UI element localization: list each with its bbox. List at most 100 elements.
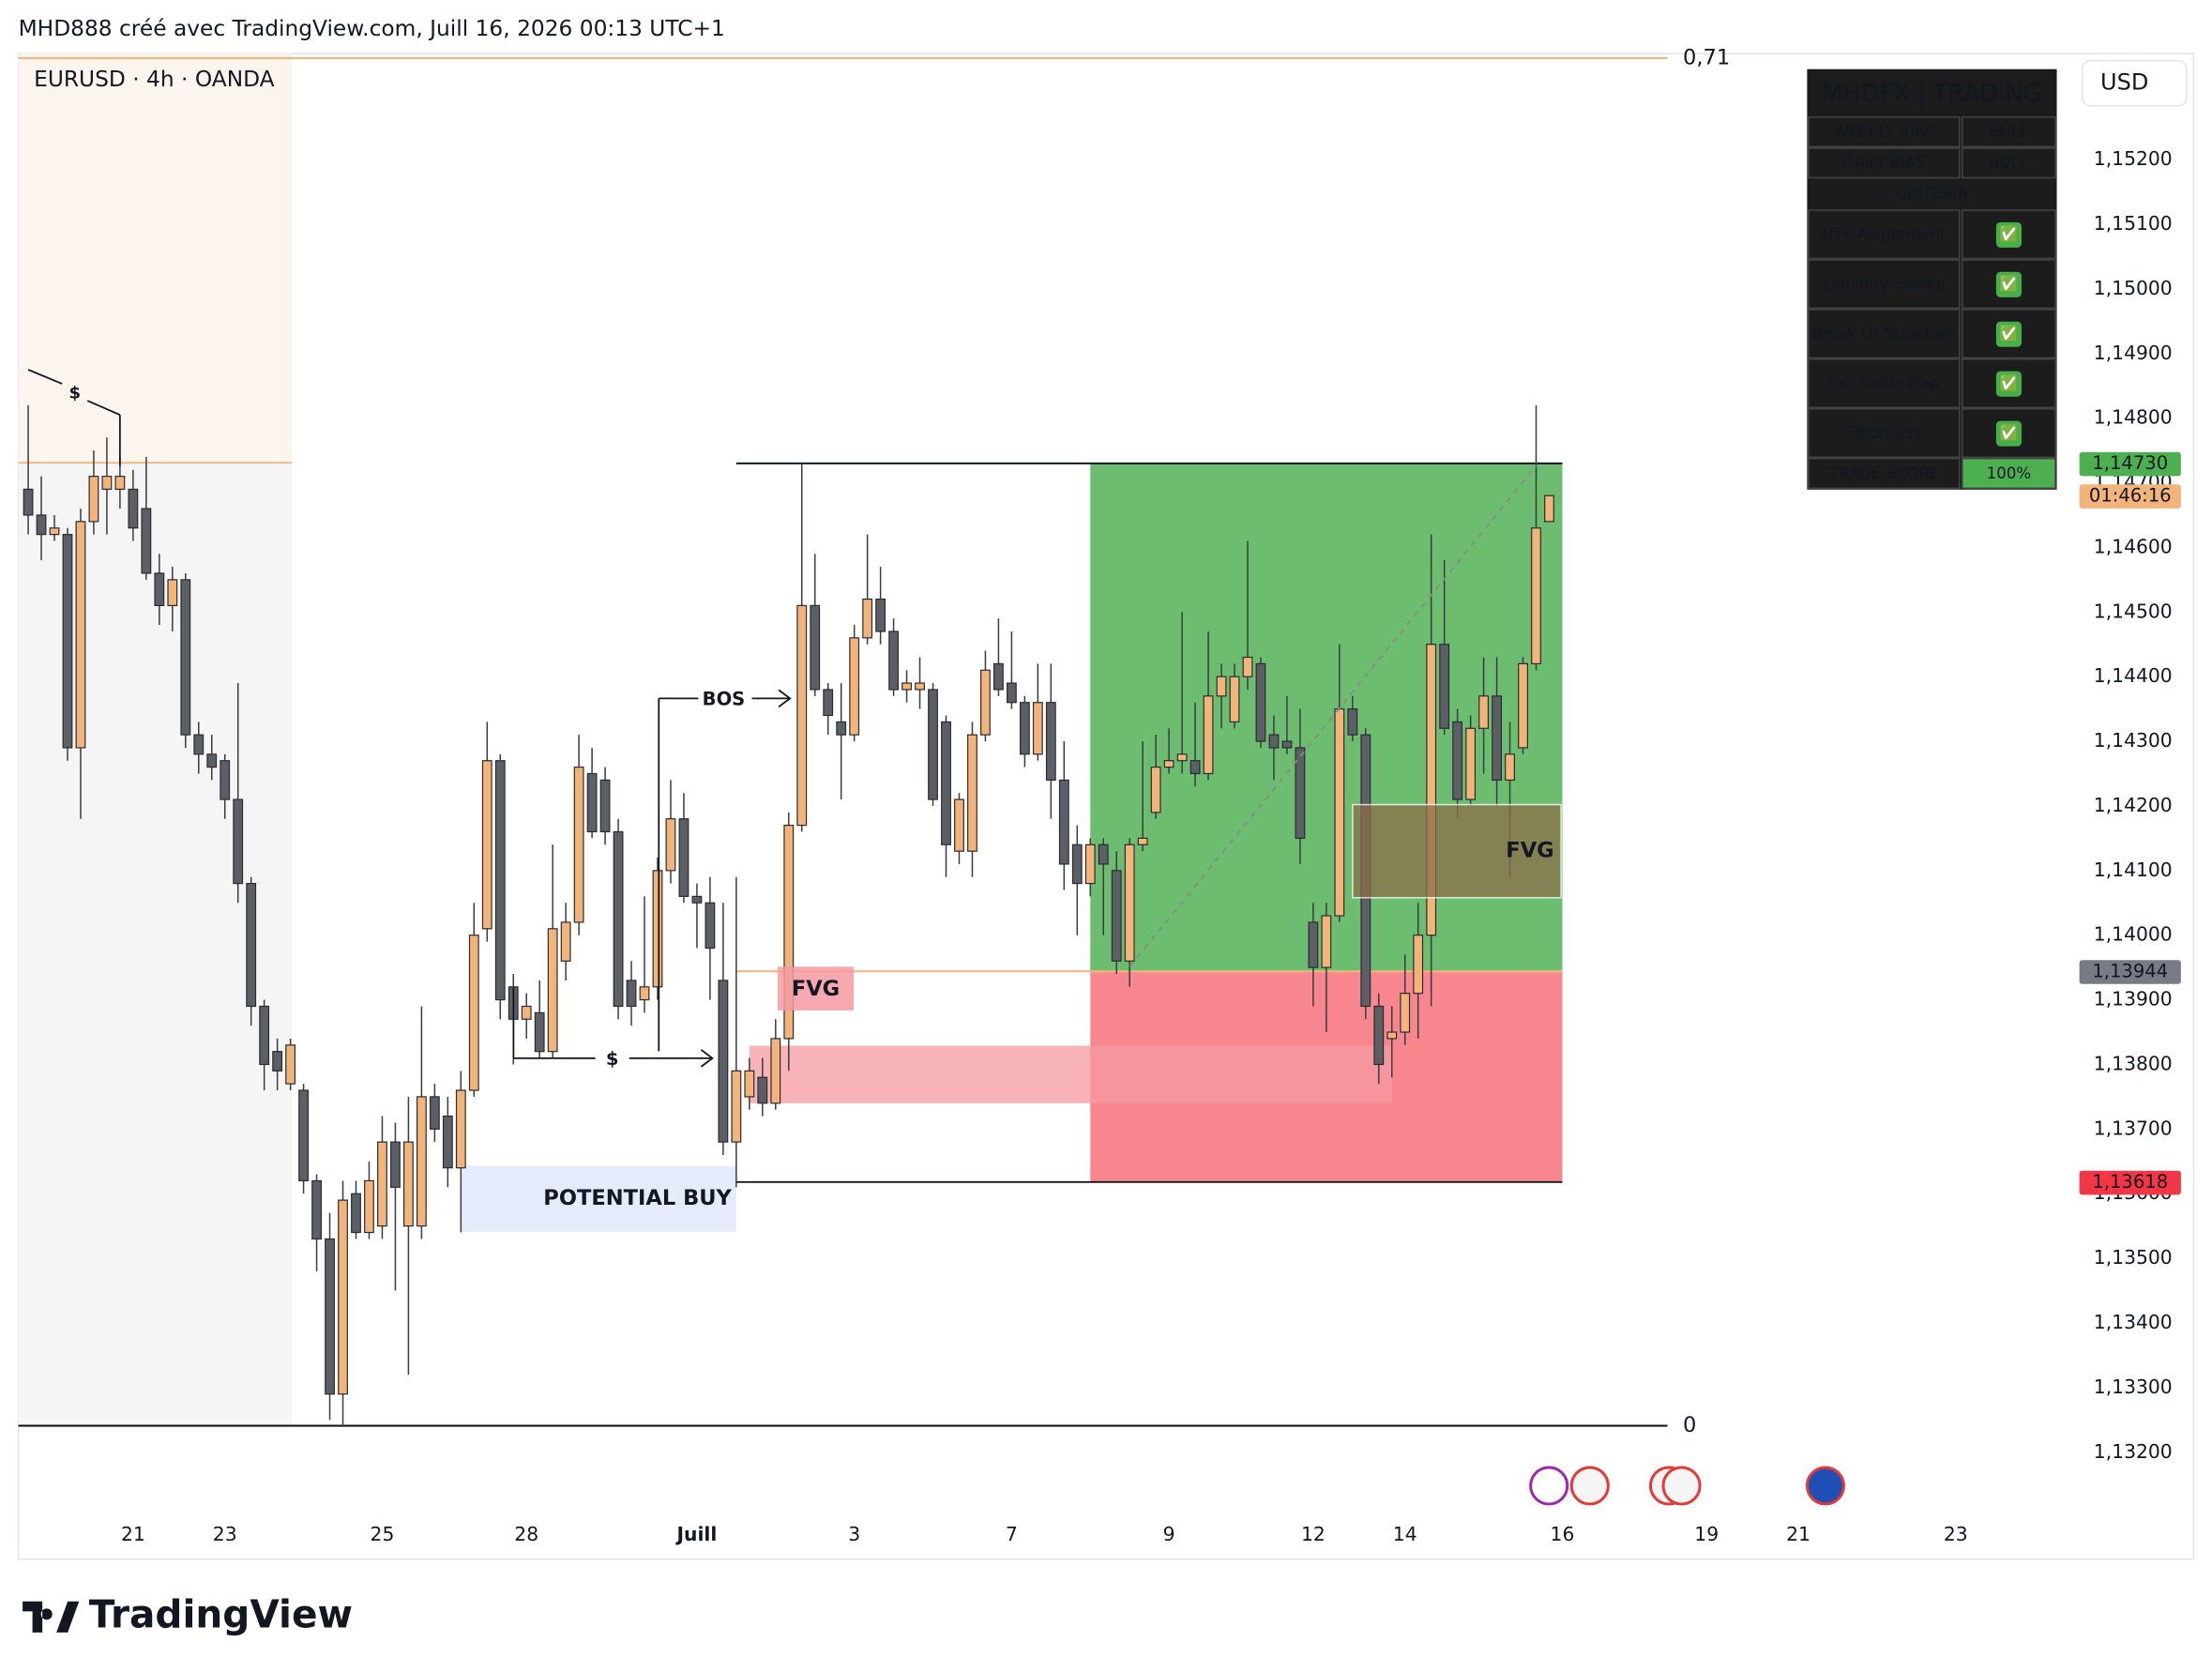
price-label: 1,14730 bbox=[2092, 452, 2168, 474]
candle-body bbox=[246, 882, 257, 1008]
candle-body bbox=[468, 935, 479, 1091]
candle-body bbox=[180, 579, 191, 736]
candle-body bbox=[1465, 727, 1477, 800]
candle-body bbox=[325, 1238, 335, 1395]
sweep-label: $ bbox=[68, 384, 81, 403]
table-value: ✅ bbox=[1999, 325, 2019, 342]
candle-body bbox=[429, 1096, 440, 1130]
candle-body bbox=[1321, 915, 1332, 968]
table-cell bbox=[1808, 309, 1961, 359]
table-subheader: --- CRITERIA --- bbox=[1874, 185, 1989, 203]
zone-label-box bbox=[777, 966, 855, 1011]
candle-body bbox=[1268, 734, 1280, 749]
symbol: EURUSD · 4h · OANDA bbox=[34, 67, 275, 92]
candle-body bbox=[823, 689, 834, 717]
candle-body bbox=[862, 598, 873, 639]
candle-body bbox=[351, 1193, 361, 1234]
candle-body bbox=[599, 779, 611, 833]
candle-body bbox=[311, 1179, 322, 1240]
table-cell bbox=[1808, 408, 1961, 458]
candle-body bbox=[1071, 844, 1083, 885]
candle-body bbox=[639, 986, 650, 1001]
table-cell bbox=[1962, 358, 2056, 409]
table-text: Fair Value Gap bbox=[1828, 374, 1940, 392]
candle-body bbox=[836, 721, 847, 736]
y-tick-label: 1,14000 bbox=[2094, 923, 2173, 946]
candle-body bbox=[757, 1076, 768, 1104]
candle-body bbox=[980, 669, 991, 736]
x-tick-label: 7 bbox=[1006, 1523, 1018, 1545]
candle-body bbox=[338, 1199, 348, 1395]
candle-body bbox=[770, 1038, 781, 1104]
y-tick-label: 1,13500 bbox=[2094, 1246, 2173, 1269]
table-text: WEEKLY BIAS bbox=[1833, 123, 1934, 141]
zone bbox=[461, 1165, 736, 1232]
candle-body bbox=[364, 1179, 374, 1234]
bos-arrow-head bbox=[778, 689, 792, 708]
candle-body bbox=[888, 631, 900, 691]
candle-body bbox=[731, 1070, 742, 1143]
table-cell bbox=[1962, 147, 2056, 179]
check-bg bbox=[1995, 371, 2022, 397]
candle-body bbox=[1308, 921, 1319, 968]
candle-body bbox=[481, 760, 492, 930]
candle-body bbox=[560, 921, 571, 962]
candle-body bbox=[220, 760, 231, 800]
candle-body bbox=[442, 1115, 453, 1169]
candle-body bbox=[1505, 753, 1515, 781]
candles bbox=[23, 404, 1554, 1427]
check-bg bbox=[1995, 271, 2022, 297]
candle-body bbox=[521, 1005, 532, 1020]
table-value: ✅ bbox=[1999, 225, 2019, 243]
price-label-box bbox=[2079, 451, 2181, 477]
table-cell bbox=[1962, 408, 2056, 458]
candle-body bbox=[1098, 844, 1109, 865]
y-tick-label: 1,13700 bbox=[2094, 1117, 2173, 1139]
candle-body bbox=[167, 579, 178, 607]
candle-body bbox=[783, 824, 795, 1040]
candle-body bbox=[744, 1070, 755, 1098]
table-cell bbox=[1962, 259, 2056, 310]
currency-button[interactable] bbox=[2081, 59, 2188, 107]
candle-body bbox=[377, 1141, 387, 1227]
candle-body bbox=[954, 798, 964, 852]
candle-body bbox=[49, 527, 60, 536]
candle-body bbox=[1544, 494, 1554, 523]
zone bbox=[1352, 803, 1562, 899]
candle-body bbox=[796, 604, 808, 827]
candle-body bbox=[128, 488, 139, 529]
y-tick-label: 1,15200 bbox=[2094, 147, 2173, 170]
x-tick-label: 9 bbox=[1163, 1523, 1175, 1545]
candle-body bbox=[901, 682, 912, 691]
candle-body bbox=[967, 734, 977, 852]
table-cell bbox=[1962, 209, 2056, 260]
session-shade bbox=[18, 53, 293, 464]
header: MHD888 créé avec TradingView.com, Juill … bbox=[19, 16, 725, 41]
x-tick-label: 14 bbox=[1393, 1523, 1417, 1545]
y-tick-label: 1,14300 bbox=[2094, 729, 2173, 752]
candle-body bbox=[573, 767, 584, 923]
candle-body bbox=[75, 521, 86, 749]
candle-body bbox=[285, 1044, 296, 1085]
logo-text: TradingView bbox=[89, 1591, 353, 1636]
table-value: BULL bbox=[1989, 154, 2029, 172]
candle-body bbox=[1426, 644, 1437, 936]
currency[interactable]: USD bbox=[2100, 69, 2148, 96]
candle-body bbox=[915, 682, 925, 691]
y-tick-label: 1,14500 bbox=[2094, 600, 2173, 622]
candle-body bbox=[193, 734, 205, 755]
candle-body bbox=[678, 818, 689, 897]
candle-body bbox=[1281, 740, 1293, 749]
annotation-lines bbox=[27, 369, 1538, 1068]
event-icons bbox=[1529, 1466, 1845, 1506]
candle-body bbox=[141, 508, 152, 574]
event-icon bbox=[1529, 1466, 1569, 1506]
bos-label: BOS bbox=[703, 688, 746, 709]
candle-body bbox=[1045, 702, 1056, 781]
candle-body bbox=[416, 1096, 427, 1227]
y-tick-label: 1,14200 bbox=[2094, 794, 2173, 816]
candle-body bbox=[1058, 779, 1069, 865]
logo-mark bbox=[23, 1601, 80, 1633]
y-tick-label: 1,14600 bbox=[2094, 535, 2173, 557]
x-tick-label: Juill bbox=[674, 1523, 717, 1545]
